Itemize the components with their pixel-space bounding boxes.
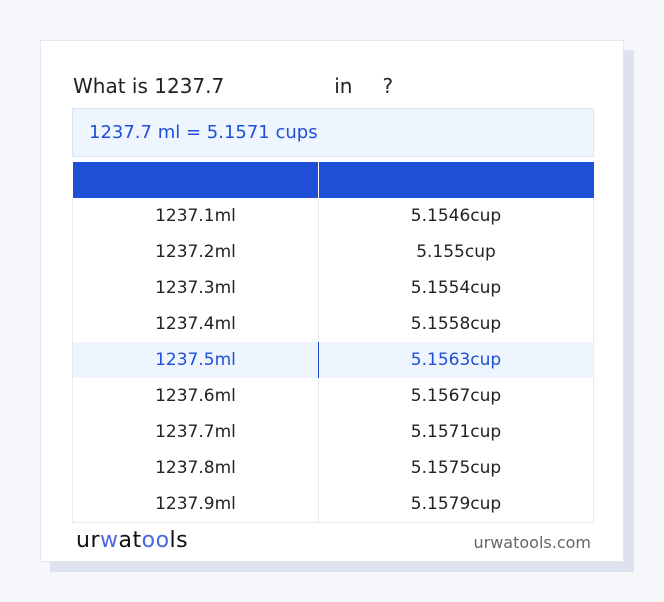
cup-cell: 5.1567cup (318, 378, 594, 414)
ml-cell: 1237.3ml (71, 270, 320, 306)
cup-cell: 5.1554cup (318, 270, 594, 306)
title-suffix: ? (382, 74, 394, 98)
cup-cell: 5.1563cup (318, 342, 594, 378)
header-ml (72, 162, 320, 198)
table-row: 1237.2ml 5.155cup (71, 234, 594, 270)
ml-cell: 1237.9ml (71, 486, 320, 523)
page-title: What is 1237.7 in? (73, 74, 393, 98)
table-row: 1237.4ml 5.1558cup (71, 306, 594, 342)
header-cup (318, 162, 594, 198)
title-middle: in (334, 74, 353, 98)
ml-cell: 1237.5ml (71, 342, 320, 378)
table-row: 1237.1ml 5.1546cup (71, 198, 594, 234)
cup-cell: 5.1558cup (318, 306, 594, 342)
table-row: 1237.5ml 5.1563cup (71, 342, 594, 378)
table-row: 1237.9ml 5.1579cup (71, 486, 594, 523)
ml-cell: 1237.4ml (71, 306, 320, 342)
ml-cell: 1237.1ml (71, 198, 320, 234)
cup-cell: 5.1579cup (318, 486, 594, 523)
conversion-result: 1237.7 ml = 5.1571 cups (72, 108, 594, 157)
table-row: 1237.8ml 5.1575cup (71, 450, 594, 486)
ml-cell: 1237.6ml (71, 378, 320, 414)
title-prefix: What is 1237.7 (73, 74, 225, 98)
conversion-table: 1237.1ml 5.1546cup 1237.2ml 5.155cup 1237.3m… (71, 162, 594, 523)
cup-cell: 5.1546cup (318, 198, 594, 234)
cup-cell: 5.1575cup (318, 450, 594, 486)
urwatools-logo[interactable]: urwatools (76, 528, 189, 553)
ml-cell: 1237.2ml (71, 234, 320, 270)
converter-card: What is 1237.7 in? 1237.7 ml = 5.1571 cup… (40, 40, 624, 562)
ml-cell: 1237.7ml (71, 414, 320, 450)
cup-cell: 5.1571cup (318, 414, 594, 450)
table-row: 1237.7ml 5.1571cup (71, 414, 594, 450)
ml-cell: 1237.8ml (71, 450, 320, 486)
site-link[interactable]: urwatools.com (473, 533, 592, 552)
table-row: 1237.3ml 5.1554cup (71, 270, 594, 306)
table-row: 1237.6ml 5.1567cup (71, 378, 594, 414)
cup-cell: 5.155cup (318, 234, 594, 270)
